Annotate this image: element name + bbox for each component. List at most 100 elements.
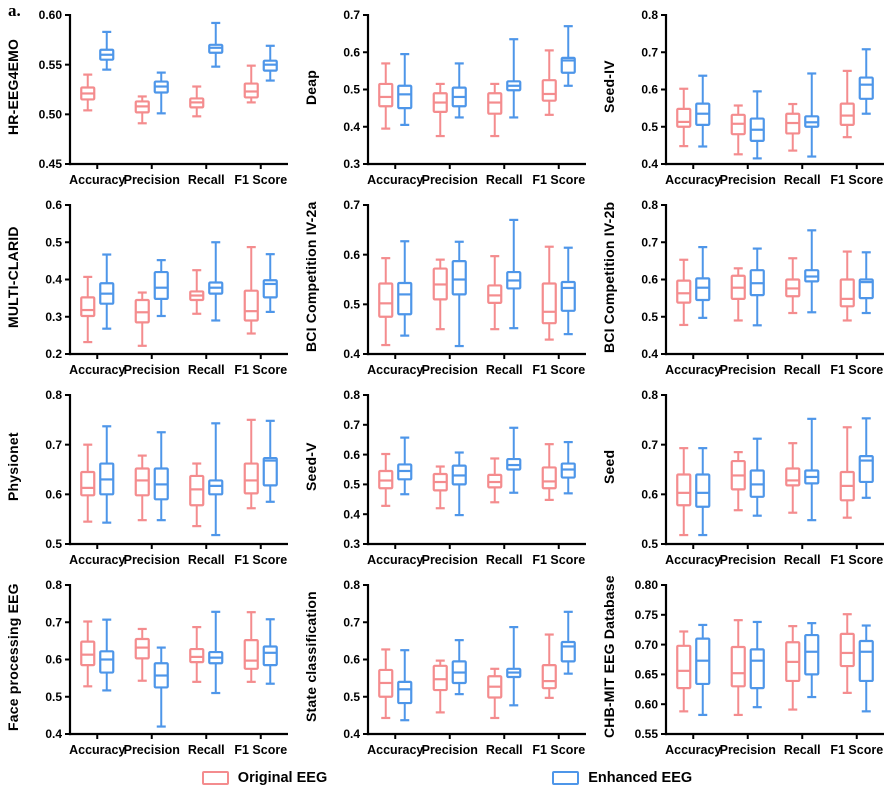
subplot-hr-eeg4emo: HR-EEG4EMO 0.45 0.50 0.55 0.60 Accuracy Preci… [0,6,298,196]
svg-text:0.60: 0.60 [39,8,63,22]
svg-text:0.65: 0.65 [635,668,659,682]
svg-text:Accuracy: Accuracy [367,173,423,187]
svg-text:0.5: 0.5 [641,537,658,551]
svg-text:Precision: Precision [422,553,478,567]
svg-text:Accuracy: Accuracy [69,363,125,377]
legend-label: Enhanced EEG [588,770,693,786]
svg-text:Recall: Recall [784,363,821,377]
svg-text:Precision: Precision [422,173,478,187]
y-axis-label: Seed-V [303,442,319,492]
svg-text:Recall: Recall [486,363,523,377]
subplot-face-processing-eeg: Face processing EEG 0.4 0.5 0.6 0.7 0.8 Accur… [0,576,298,766]
svg-text:0.4: 0.4 [343,727,360,741]
svg-text:0.6: 0.6 [641,83,658,97]
svg-text:0.8: 0.8 [45,578,62,592]
legend-item-original-eeg: Original EEG [201,770,328,786]
subplot-multi-clarid: MULTI-CLARID 0.2 0.3 0.4 0.5 0.6 Accuracy Prec… [0,196,298,386]
svg-text:Recall: Recall [188,553,225,567]
svg-text:Accuracy: Accuracy [665,553,721,567]
svg-text:0.50: 0.50 [39,108,63,122]
svg-text:0.5: 0.5 [641,310,658,324]
svg-text:0.8: 0.8 [343,388,360,402]
svg-text:Recall: Recall [486,173,523,187]
svg-text:Accuracy: Accuracy [665,363,721,377]
svg-text:0.5: 0.5 [343,478,360,492]
svg-text:0.8: 0.8 [45,388,62,402]
original-eeg-swatch-icon [201,771,229,785]
svg-text:Accuracy: Accuracy [665,743,721,757]
svg-text:0.5: 0.5 [343,298,360,312]
svg-text:0.6: 0.6 [343,248,360,262]
svg-text:Precision: Precision [422,363,478,377]
svg-text:0.6: 0.6 [45,488,62,502]
svg-text:0.4: 0.4 [343,347,360,361]
svg-text:Precision: Precision [124,363,180,377]
svg-text:Precision: Precision [124,173,180,187]
y-axis-label: HR-EEG4EMO [5,38,21,136]
svg-text:Recall: Recall [188,743,225,757]
subplot-physionet: Physionet 0.5 0.6 0.7 0.8 Accuracy Precision R… [0,386,298,576]
panel-label: a. [8,1,21,20]
legend: Original EEG Enhanced EEG [0,760,894,796]
subplot-seed: Seed 0.5 0.6 0.7 0.8 Accuracy Precision Recall… [596,386,894,576]
svg-text:0.8: 0.8 [641,8,658,22]
svg-text:Precision: Precision [720,173,776,187]
svg-text:F1 Score: F1 Score [532,553,585,567]
svg-text:0.6: 0.6 [641,488,658,502]
svg-text:0.6: 0.6 [45,653,62,667]
svg-text:0.70: 0.70 [635,638,659,652]
svg-text:0.3: 0.3 [343,537,360,551]
svg-text:0.6: 0.6 [343,448,360,462]
legend-item-enhanced-eeg: Enhanced EEG [552,770,692,786]
y-axis-label: Physionet [5,432,21,502]
y-axis-label: State classification [303,591,319,723]
svg-text:0.4: 0.4 [343,120,360,134]
subplot-bci-competition-iv-2a: BCI Competition IV-2a 0.4 0.5 0.6 0.7 Accura… [298,196,596,386]
svg-text:F1 Score: F1 Score [830,173,883,187]
y-axis-label: Seed-IV [601,60,617,114]
svg-text:Recall: Recall [486,743,523,757]
svg-text:Recall: Recall [188,363,225,377]
svg-text:Precision: Precision [720,363,776,377]
svg-text:Accuracy: Accuracy [367,743,423,757]
svg-text:0.4: 0.4 [45,727,62,741]
svg-text:F1 Score: F1 Score [830,363,883,377]
svg-text:0.7: 0.7 [343,198,360,212]
svg-text:0.4: 0.4 [641,347,658,361]
svg-text:Recall: Recall [784,173,821,187]
svg-text:Precision: Precision [124,743,180,757]
svg-text:0.5: 0.5 [45,235,62,249]
subplot-grid: HR-EEG4EMO 0.45 0.50 0.55 0.60 Accuracy Preci… [0,6,894,766]
subplot-chb-mit-eeg-database: CHB-MIT EEG Database 0.55 0.60 0.65 0.70 0.7… [596,576,894,766]
svg-text:0.5: 0.5 [343,83,360,97]
y-axis-label: MULTI-CLARID [5,226,21,328]
svg-text:Recall: Recall [188,173,225,187]
svg-text:F1 Score: F1 Score [234,553,287,567]
svg-text:Recall: Recall [486,553,523,567]
svg-text:Accuracy: Accuracy [69,743,125,757]
svg-text:Precision: Precision [422,743,478,757]
svg-text:F1 Score: F1 Score [830,743,883,757]
svg-text:0.8: 0.8 [343,578,360,592]
subplot-bci-competition-iv-2b: BCI Competition IV-2b 0.4 0.5 0.6 0.7 0.8 Acc… [596,196,894,386]
svg-text:0.7: 0.7 [343,615,360,629]
svg-text:F1 Score: F1 Score [830,553,883,567]
svg-text:0.5: 0.5 [641,120,658,134]
boxplot-canvas: 0.55 0.60 0.65 0.70 0.75 0.80 AccuracyPrecisio… [635,578,884,757]
svg-text:Precision: Precision [720,743,776,757]
svg-text:Precision: Precision [124,553,180,567]
svg-text:0.4: 0.4 [641,157,658,171]
legend-label: Original EEG [237,770,328,786]
svg-text:0.5: 0.5 [343,690,360,704]
y-axis-label: BCI Competition IV-2b [601,201,617,353]
svg-text:0.6: 0.6 [343,653,360,667]
subplot-seed-v: Seed-V 0.3 0.4 0.5 0.6 0.7 0.8 Accuracy Precisi… [298,386,596,576]
